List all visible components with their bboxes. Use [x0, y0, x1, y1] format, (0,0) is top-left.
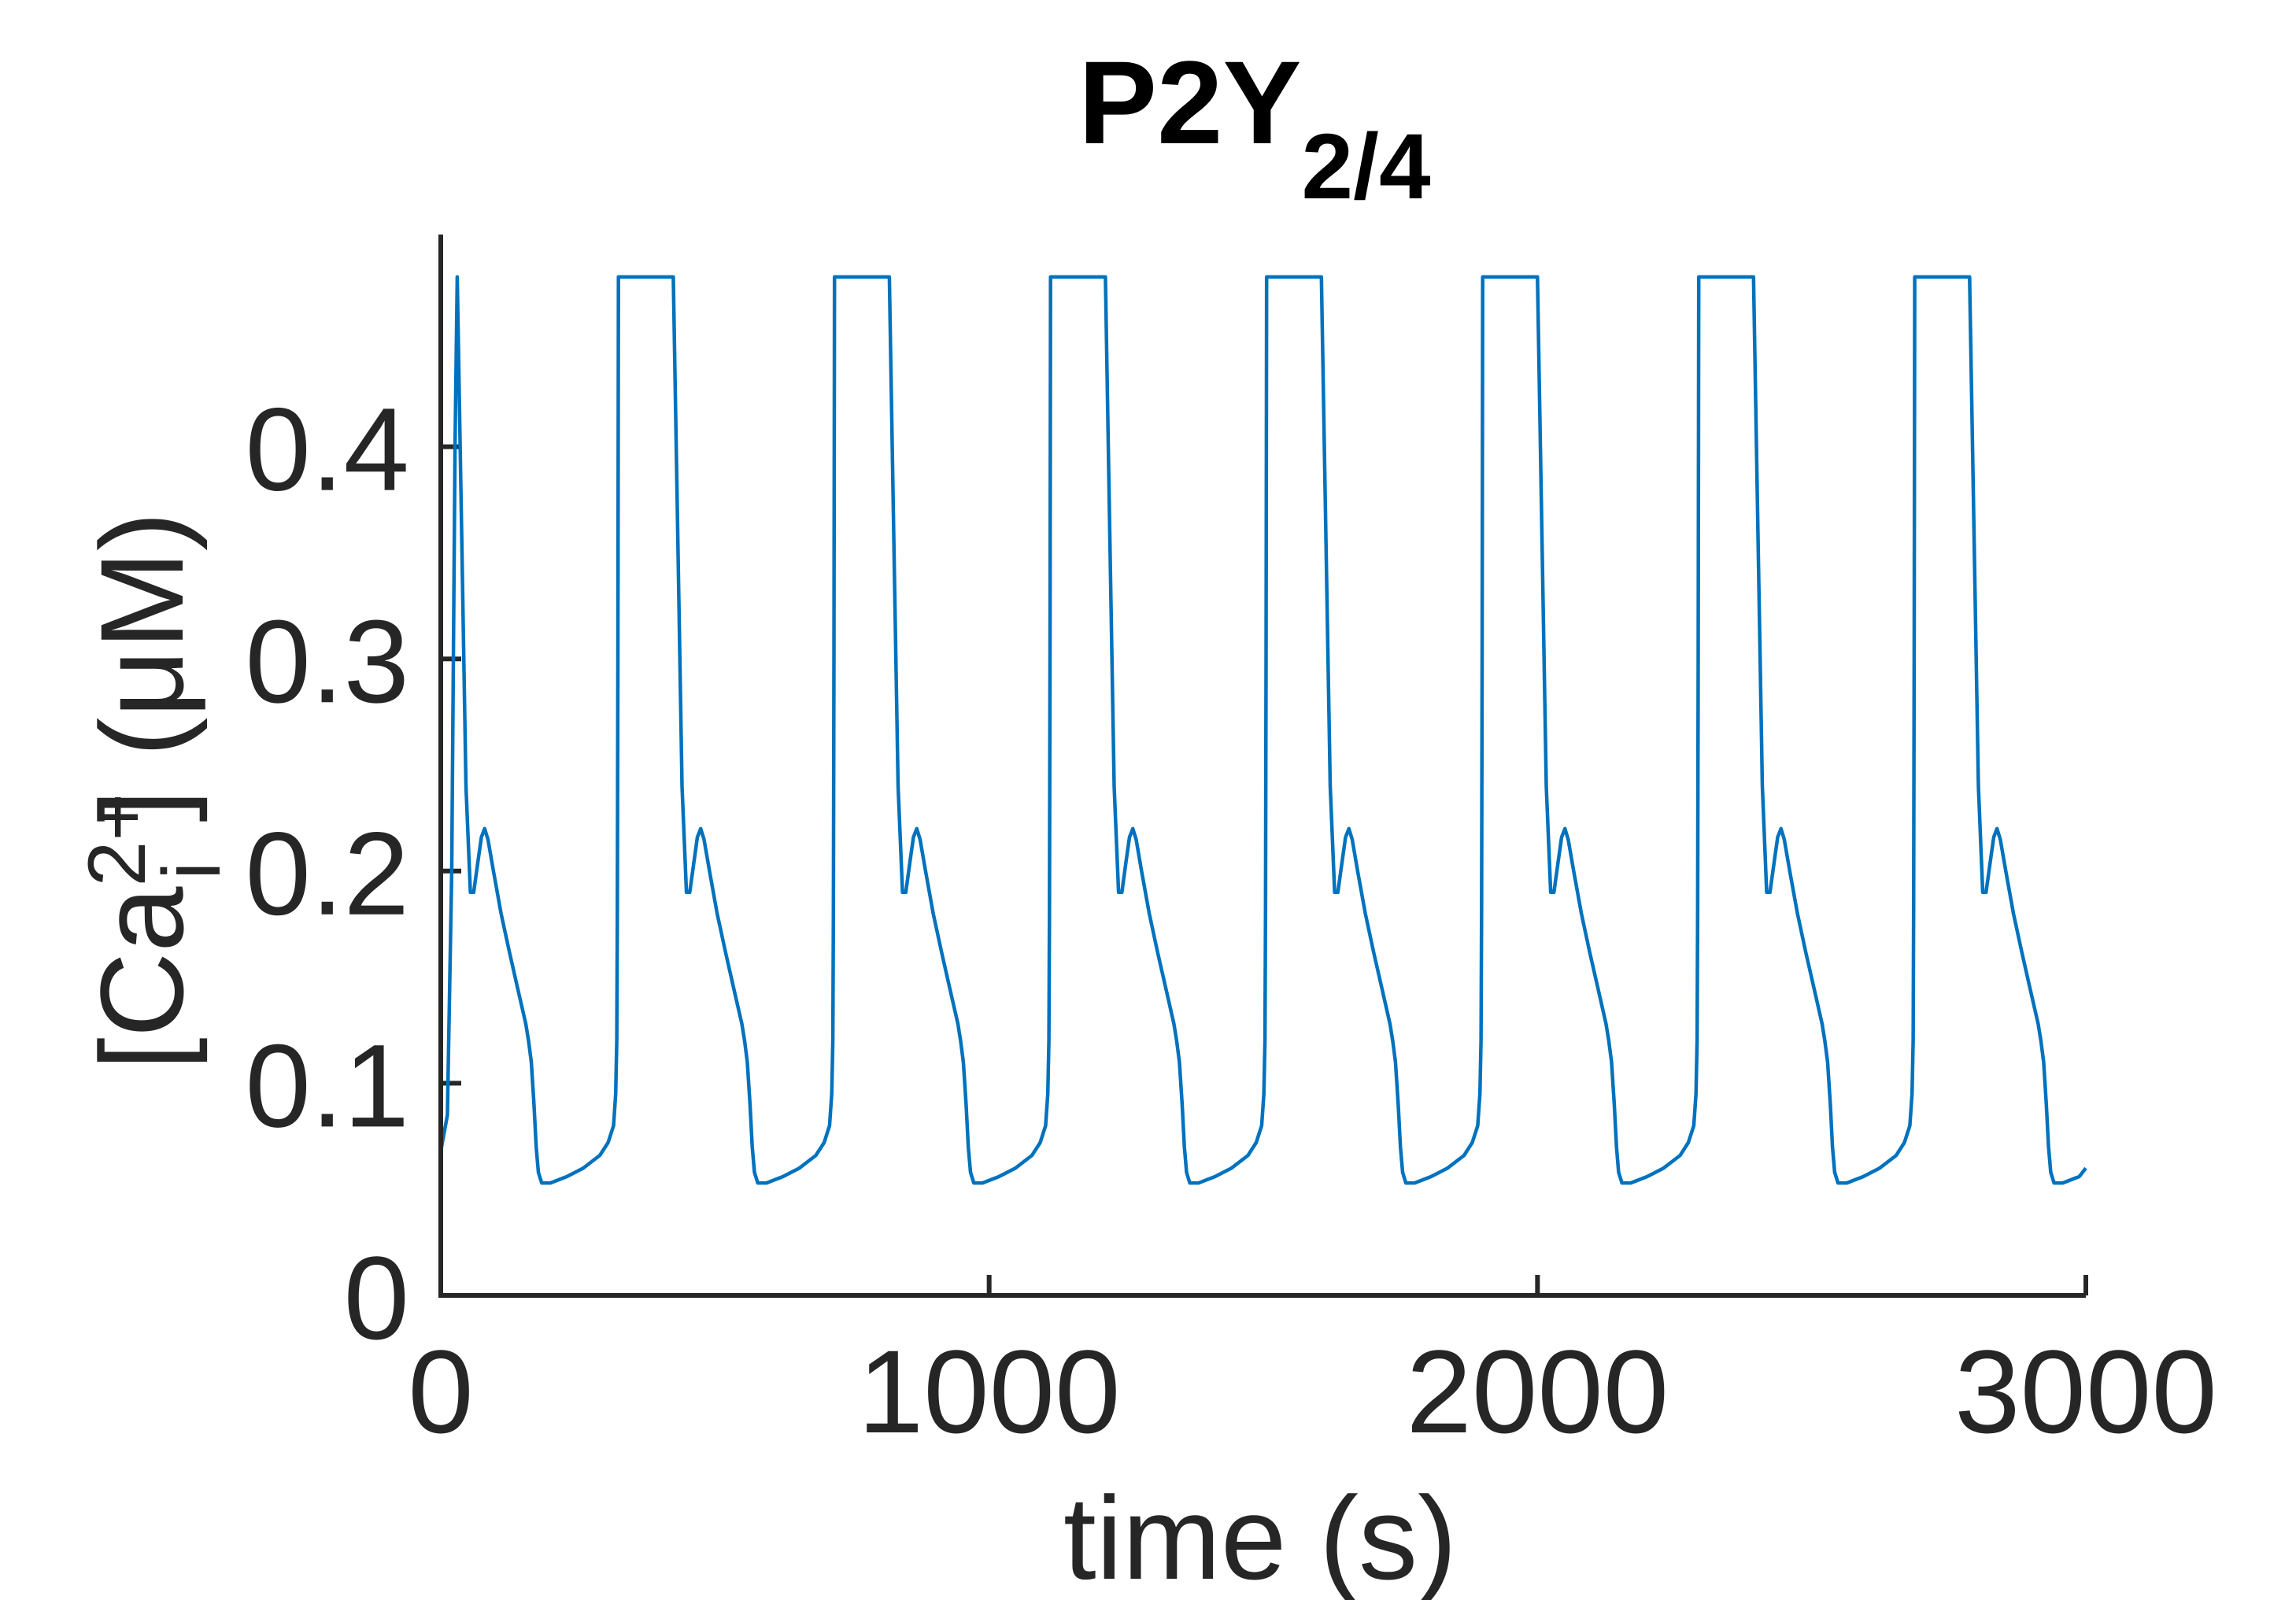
x-tick-label: 3000 — [1954, 1325, 2217, 1458]
y-axis-label-subscript: i — [146, 862, 238, 880]
y-tick-label: 0 — [344, 1232, 409, 1364]
chart-title-subscript: 2/4 — [1302, 115, 1431, 219]
y-tick-label: 0.4 — [245, 383, 409, 515]
series-layer — [438, 275, 2087, 1185]
x-tick-label: 2000 — [1406, 1325, 1669, 1458]
y-axis-label-suffix: ] (μM) — [76, 512, 208, 822]
x-axis-label: time (s) — [1063, 1472, 1457, 1600]
y-tick-label: 0.3 — [245, 595, 409, 727]
series-line — [438, 275, 2087, 1185]
y-tick-label: 0.1 — [245, 1019, 409, 1151]
y-tick-label: 0.2 — [245, 807, 409, 940]
y-axis-label-superscript: 2+ — [72, 793, 163, 887]
y-axis-label-prefix: [Ca — [76, 886, 208, 1070]
x-tick-label: 1000 — [858, 1325, 1121, 1458]
chart-title: P2Y2/4 — [1078, 36, 1431, 219]
y-axis-label: [Ca2+i ] (μM) — [72, 512, 238, 1070]
x-tick-label: 0 — [408, 1325, 473, 1458]
chart-title-main: P2Y — [1078, 36, 1302, 168]
tick-layer: 0 1000 2000 3000 0 0.1 0.2 0.3 0.4 — [245, 383, 2217, 1458]
